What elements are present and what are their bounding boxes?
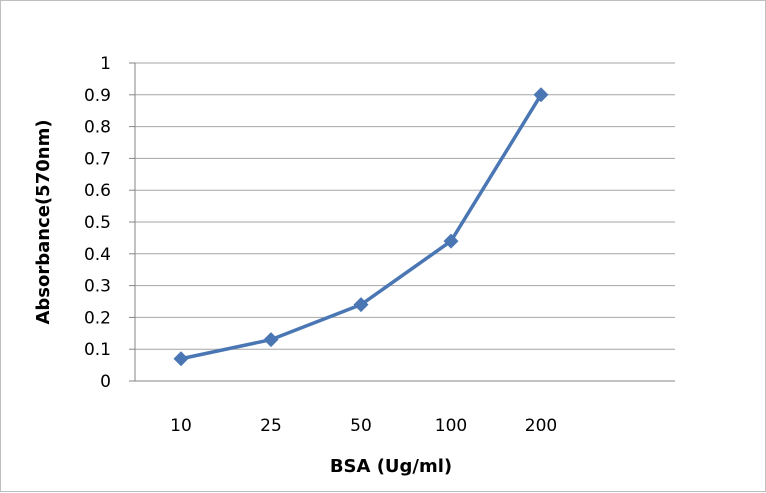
data-point: [443, 233, 459, 249]
data-point: [263, 332, 279, 348]
y-tick-label: 0.9: [84, 86, 111, 106]
y-tick-label: 0.5: [84, 213, 111, 233]
gridlines: [135, 62, 675, 350]
y-tick-label: 0.7: [84, 149, 111, 169]
series-line: [180, 93, 543, 361]
x-tick-label: 10: [170, 416, 192, 436]
y-tick-label: 1: [100, 54, 111, 74]
x-tick-label: 100: [435, 416, 467, 436]
y-axis-title: Absorbance(570nm): [33, 119, 54, 324]
y-tick-label: 0.3: [84, 277, 111, 297]
data-point: [173, 351, 189, 367]
x-tick-labels: 10 25 50 100 200: [170, 416, 557, 436]
series: [173, 87, 549, 367]
x-tick-label: 50: [350, 416, 372, 436]
y-tick-label: 0.4: [84, 245, 111, 265]
y-tick-label: 0.2: [84, 308, 111, 328]
y-tick-label: 0.6: [84, 181, 111, 201]
y-tick-labels: 0 0.1 0.2 0.3 0.4 0.5 0.6 0.7 0.8 0.9 1: [84, 54, 111, 392]
y-tick-label: 0: [100, 372, 111, 392]
x-tick-label: 200: [525, 416, 557, 436]
x-axis-title: BSA (Ug/ml): [330, 456, 452, 477]
y-tick-label: 0.8: [84, 118, 111, 138]
data-point: [533, 87, 549, 103]
x-tick-label: 25: [260, 416, 282, 436]
y-tick-label: 0.1: [84, 340, 111, 360]
axes: [129, 62, 675, 382]
data-point: [353, 297, 369, 313]
